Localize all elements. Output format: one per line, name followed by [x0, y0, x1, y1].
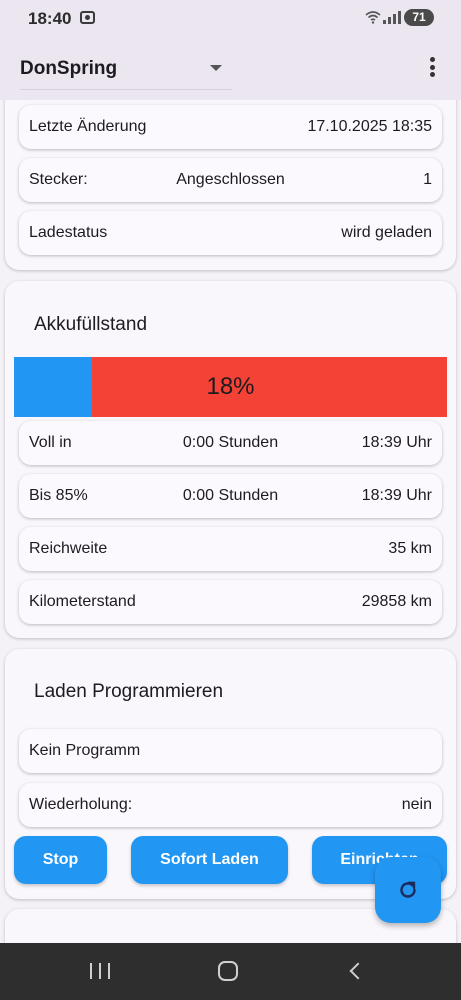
- until-85-row: Bis 85% 0:00 Stunden 18:39 Uhr: [19, 474, 442, 518]
- recents-icon[interactable]: [90, 963, 110, 979]
- full-in-duration: 0:00 Stunden: [182, 434, 279, 451]
- signal-icon: [383, 10, 401, 24]
- battery-icon: 71: [404, 9, 434, 26]
- odometer-label: Kilometerstand: [29, 593, 136, 610]
- battery-card: Akkufüllstand 18% Voll in 0:00 Stunden 1…: [5, 281, 456, 638]
- full-in-time: 18:39 Uhr: [361, 434, 432, 451]
- program-title: Laden Programmieren: [34, 681, 224, 702]
- refresh-button[interactable]: [375, 857, 441, 923]
- charge-status-label: Ladestatus: [29, 224, 108, 241]
- status-card: Letzte Änderung 17.10.2025 18:35 Stecker…: [5, 100, 456, 270]
- battery-title: Akkufüllstand: [34, 314, 148, 335]
- stop-button[interactable]: Stop: [14, 836, 107, 884]
- refresh-icon: [400, 881, 416, 898]
- last-change-value: 17.10.2025 18:35: [307, 118, 432, 135]
- screenshot-icon: [80, 11, 95, 24]
- plug-label: Stecker:: [29, 171, 88, 188]
- charge-now-button[interactable]: Sofort Laden: [131, 836, 288, 884]
- status-time: 18:40: [28, 9, 72, 28]
- back-icon[interactable]: [349, 962, 367, 980]
- scroll-content[interactable]: Letzte Änderung 17.10.2025 18:35 Stecker…: [0, 100, 461, 943]
- plug-row: Stecker: Angeschlossen 1: [19, 158, 442, 202]
- until-85-label: Bis 85%: [29, 487, 88, 504]
- until-85-time: 18:39 Uhr: [361, 487, 432, 504]
- battery-level-bar: 18%: [14, 357, 447, 417]
- program-label: Kein Programm: [29, 742, 141, 759]
- full-in-row: Voll in 0:00 Stunden 18:39 Uhr: [19, 421, 442, 465]
- chevron-down-icon: [210, 65, 222, 71]
- status-bar: 18:40 71: [0, 0, 461, 36]
- charge-status-row: Ladestatus wird geladen: [19, 211, 442, 255]
- odometer-row: Kilometerstand 29858 km: [19, 580, 442, 624]
- last-change-row: Letzte Änderung 17.10.2025 18:35: [19, 105, 442, 149]
- home-icon[interactable]: [218, 961, 238, 981]
- odometer-value: 29858 km: [361, 593, 432, 610]
- full-in-label: Voll in: [29, 434, 72, 451]
- repeat-row: Wiederholung: nein: [19, 783, 442, 827]
- profile-name: DonSpring: [20, 58, 118, 79]
- range-label: Reichweite: [29, 540, 108, 557]
- battery-level-fill: [14, 357, 92, 417]
- repeat-label: Wiederholung:: [29, 796, 133, 813]
- profile-dropdown[interactable]: DonSpring: [20, 42, 232, 90]
- range-row: Reichweite 35 km: [19, 527, 442, 571]
- plug-status: Angeschlossen: [176, 171, 285, 188]
- plug-value: 1: [423, 171, 432, 188]
- last-change-label: Letzte Änderung: [29, 118, 147, 135]
- more-options-icon[interactable]: [420, 54, 444, 80]
- repeat-value: nein: [401, 796, 432, 813]
- program-row[interactable]: Kein Programm: [19, 729, 442, 773]
- charge-status-value: wird geladen: [341, 224, 432, 241]
- battery-level-text: 18%: [206, 373, 255, 400]
- range-value: 35 km: [388, 540, 432, 557]
- system-nav-bar: [0, 943, 461, 1000]
- wifi-icon: [365, 10, 381, 27]
- until-85-duration: 0:00 Stunden: [182, 487, 279, 504]
- app-bar: DonSpring: [0, 36, 461, 100]
